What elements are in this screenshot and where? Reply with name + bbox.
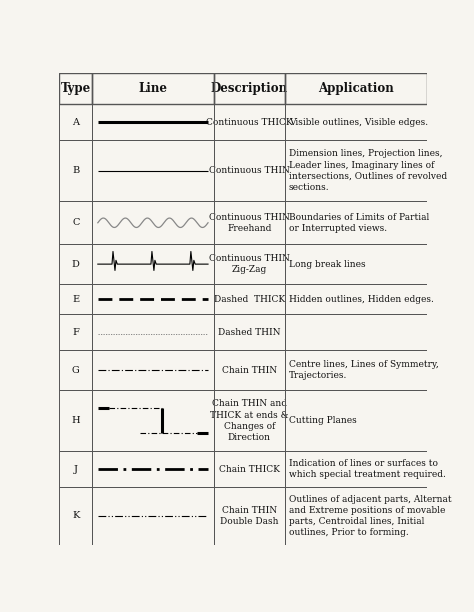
Text: D: D	[72, 259, 80, 269]
Text: Description: Description	[211, 82, 288, 95]
Text: Hidden outlines, Hidden edges.: Hidden outlines, Hidden edges.	[289, 295, 434, 304]
Text: F: F	[73, 328, 79, 337]
Text: Dashed THIN: Dashed THIN	[218, 328, 281, 337]
Bar	[92, 351, 213, 390]
Text: Continuous THIN
Zig-Zag: Continuous THIN Zig-Zag	[209, 254, 290, 274]
Text: Long break lines: Long break lines	[289, 259, 365, 269]
Bar	[213, 244, 285, 284]
Text: Centre lines, Lines of Symmetry,
Trajectories.: Centre lines, Lines of Symmetry, Traject…	[289, 360, 438, 380]
Bar	[285, 73, 427, 104]
Bar	[285, 140, 427, 201]
Bar	[92, 140, 213, 201]
Text: Application: Application	[318, 82, 394, 95]
Bar	[213, 201, 285, 244]
Text: Continuous THICK: Continuous THICK	[206, 118, 293, 127]
Bar	[92, 315, 213, 351]
Text: Indication of lines or surfaces to
which special treatment required.: Indication of lines or surfaces to which…	[289, 459, 446, 479]
Bar	[59, 451, 92, 487]
Bar	[213, 104, 285, 140]
Text: C: C	[72, 218, 80, 227]
Bar	[285, 315, 427, 351]
Bar	[285, 244, 427, 284]
Bar	[92, 104, 213, 140]
Bar	[285, 390, 427, 451]
Bar	[59, 73, 92, 104]
Text: A: A	[72, 118, 79, 127]
Bar	[59, 284, 92, 315]
Bar	[285, 284, 427, 315]
Text: Type: Type	[61, 82, 91, 95]
Bar	[213, 390, 285, 451]
Bar	[285, 487, 427, 545]
Text: Chain THIN
Double Dash: Chain THIN Double Dash	[220, 506, 279, 526]
Bar	[59, 140, 92, 201]
Text: Chain THICK: Chain THICK	[219, 465, 280, 474]
Text: H: H	[72, 416, 80, 425]
Text: J: J	[74, 465, 78, 474]
Text: B: B	[72, 166, 80, 175]
Bar	[213, 284, 285, 315]
Bar	[213, 451, 285, 487]
Text: Visible outlines, Visible edges.: Visible outlines, Visible edges.	[289, 118, 428, 127]
Bar	[59, 315, 92, 351]
Bar	[59, 351, 92, 390]
Bar	[285, 104, 427, 140]
Bar	[59, 390, 92, 451]
Text: Dashed  THICK: Dashed THICK	[214, 295, 285, 304]
Bar	[285, 201, 427, 244]
Bar	[92, 451, 213, 487]
Text: G: G	[72, 366, 80, 375]
Bar	[59, 201, 92, 244]
Text: K: K	[72, 512, 80, 520]
Bar	[59, 487, 92, 545]
Text: E: E	[72, 295, 79, 304]
Bar	[213, 351, 285, 390]
Bar	[213, 140, 285, 201]
Bar	[92, 284, 213, 315]
Bar	[213, 487, 285, 545]
Bar	[213, 315, 285, 351]
Text: Continuous THIN
Freehand: Continuous THIN Freehand	[209, 213, 290, 233]
Bar	[59, 104, 92, 140]
Text: Boundaries of Limits of Partial
or Interrupted views.: Boundaries of Limits of Partial or Inter…	[289, 213, 429, 233]
Text: Chain THIN: Chain THIN	[222, 366, 277, 375]
Text: Continuous THIN: Continuous THIN	[209, 166, 290, 175]
Bar	[92, 73, 213, 104]
Text: Line: Line	[138, 82, 167, 95]
Bar	[285, 451, 427, 487]
Text: Dimension lines, Projection lines,
Leader lines, Imaginary lines of
intersection: Dimension lines, Projection lines, Leade…	[289, 149, 447, 192]
Text: Cutting Planes: Cutting Planes	[289, 416, 356, 425]
Bar	[92, 201, 213, 244]
Text: Outlines of adjacent parts, Alternat
and Extreme positions of movable
parts, Cen: Outlines of adjacent parts, Alternat and…	[289, 494, 451, 537]
Bar	[285, 351, 427, 390]
Text: Chain THIN and
THICK at ends &
Changes of
Direction: Chain THIN and THICK at ends & Changes o…	[210, 400, 289, 442]
Bar	[92, 244, 213, 284]
Bar	[92, 390, 213, 451]
Bar	[213, 73, 285, 104]
Bar	[59, 244, 92, 284]
Bar	[92, 487, 213, 545]
